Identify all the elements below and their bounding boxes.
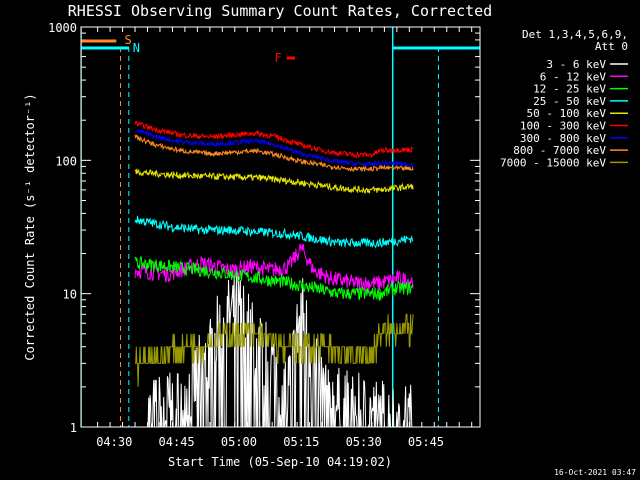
plot-area: SN F xyxy=(81,27,480,427)
legend-header-line-1: Det 1,3,4,5,6,9, xyxy=(522,28,628,41)
y-tick-label: 1000 xyxy=(48,21,77,35)
legend-entry-label: 100 - 300 keV xyxy=(520,120,606,133)
y-tick-label: 10 xyxy=(63,288,77,302)
y-axis-label: Corrected Count Rate (s⁻¹ detector⁻¹) xyxy=(23,93,37,360)
legend-entry-label: 800 - 7000 keV xyxy=(513,144,606,157)
legend-header-line-2: Att 0 xyxy=(595,40,628,53)
legend-entry-label: 3 - 6 keV xyxy=(546,58,606,71)
legend-entry-label: 50 - 100 keV xyxy=(527,107,607,120)
y-tick-label: 1 xyxy=(70,421,77,435)
x-tick-label: 05:45 xyxy=(408,435,444,449)
y-ticks: 1 10 100 1000 xyxy=(48,21,480,435)
x-tick-label: 05:30 xyxy=(346,435,382,449)
x-ticks: 04:30 04:45 05:00 05:15 05:30 05:45 xyxy=(96,27,473,449)
annotation-n: N xyxy=(133,41,140,55)
annotation-s: S xyxy=(124,33,131,47)
legend-entry-label: 7000 - 15000 keV xyxy=(500,156,606,169)
legend-entry-label: 300 - 800 keV xyxy=(520,132,606,145)
generation-timestamp: 16-Oct-2021 03:47 xyxy=(554,468,636,477)
legend-entry-label: 25 - 50 keV xyxy=(533,95,606,108)
annotation-f: F xyxy=(275,51,282,65)
series-line xyxy=(134,256,414,302)
x-tick-label: 05:15 xyxy=(283,435,319,449)
legend-entry-label: 6 - 12 keV xyxy=(540,70,607,83)
legend-entry-label: 12 - 25 keV xyxy=(533,83,606,96)
series-line xyxy=(134,134,414,173)
series-line xyxy=(134,215,414,249)
x-axis-label: Start Time (05-Sep-10 04:19:02) xyxy=(168,455,392,469)
x-tick-label: 04:45 xyxy=(159,435,195,449)
plot-frame xyxy=(80,26,481,428)
series-line xyxy=(134,243,414,292)
x-tick-label: 04:30 xyxy=(96,435,132,449)
series-line xyxy=(134,128,414,169)
series-line xyxy=(147,272,414,427)
series-line xyxy=(134,120,414,159)
y-tick-label: 100 xyxy=(55,154,77,168)
series-line xyxy=(135,313,414,387)
x-tick-label: 05:00 xyxy=(221,435,257,449)
chart-title: RHESSI Observing Summary Count Rates, Co… xyxy=(68,2,492,20)
series-line xyxy=(134,168,414,195)
